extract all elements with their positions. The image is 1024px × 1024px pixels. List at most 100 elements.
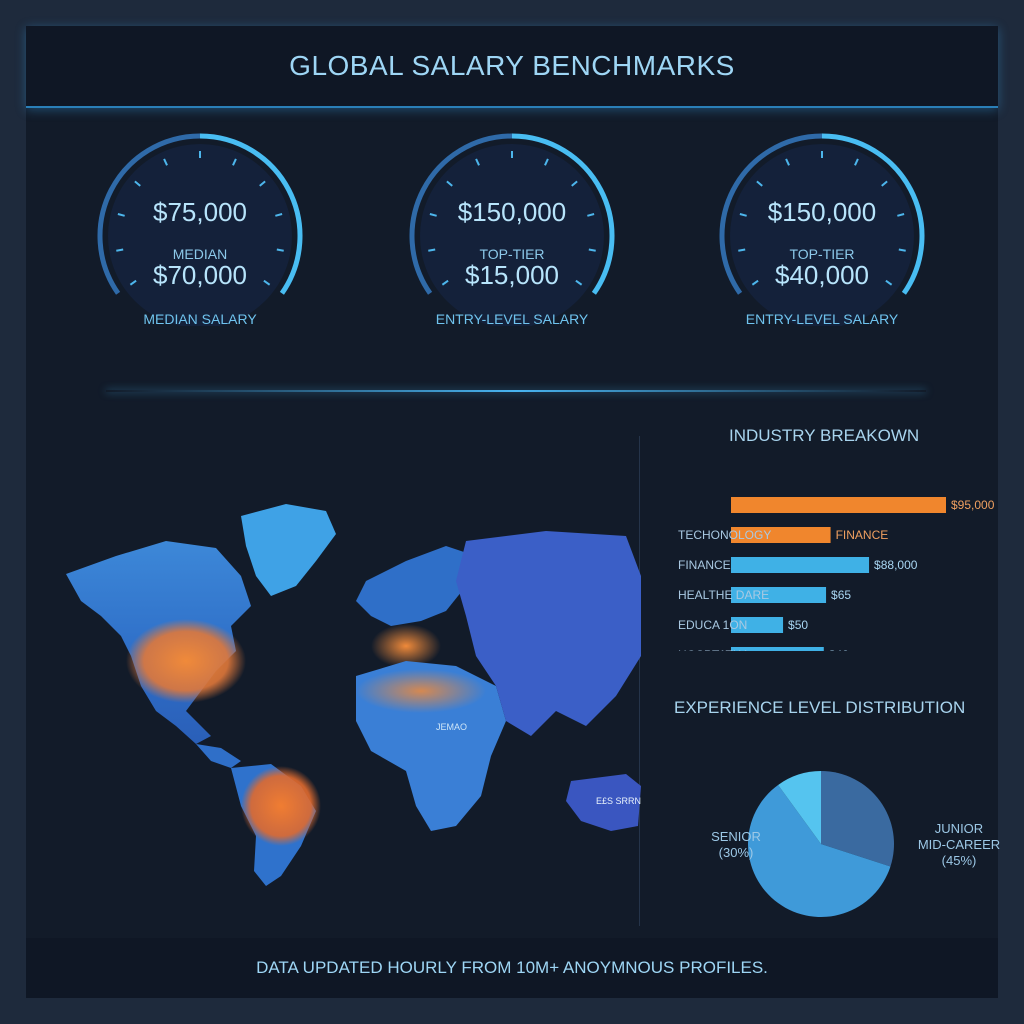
gauge-caption: ENTRY-LEVEL SALARY — [435, 311, 589, 327]
page-title: GLOBAL SALARY BENCHMARKS — [289, 50, 735, 81]
gauge-bottom-value: $15,000 — [465, 260, 559, 290]
map-label-australia: E£S SRRN — [596, 796, 641, 806]
gauge-tick — [276, 248, 284, 252]
gauge-tick — [259, 180, 266, 187]
gauge-tick — [475, 158, 480, 166]
industry-category-label: EDUCA 1ON — [678, 618, 747, 632]
footer-text: DATA UPDATED HOURLY FROM 10M+ ANOYMNOUS … — [256, 958, 768, 977]
europe-shape — [356, 546, 476, 626]
europe-heat — [371, 624, 441, 668]
gauge-top-value: $150,000 — [767, 197, 877, 227]
gauge-median: $75,000 MEDIAN $70,000 MEDIAN SALARY — [90, 126, 310, 341]
industry-bar-group: $95,000 — [731, 497, 995, 513]
gauge-tick — [116, 248, 124, 252]
gauge-tick — [232, 158, 237, 166]
industry-bar-group: FINANCE $88,000 — [678, 557, 918, 573]
industry-value-label: $95,000 — [951, 498, 995, 512]
gauge-tick — [898, 248, 906, 252]
gauge-tick — [163, 158, 168, 166]
gauge-caption: ENTRY-LEVEL SALARY — [745, 311, 899, 327]
industry-bar-group: HEALTHE DARE $65 — [678, 587, 851, 603]
industry-bar — [731, 527, 831, 543]
gauge-tick — [129, 279, 137, 286]
gauge-tick — [587, 213, 595, 217]
gauge-arc-track — [97, 133, 201, 295]
industry-category-label: TECHONOLOGY — [678, 528, 771, 542]
australia-shape — [566, 774, 641, 831]
gauge-face — [108, 144, 292, 326]
gauge-tick — [575, 279, 583, 286]
gauge-tick — [441, 279, 449, 286]
gauge-tick — [751, 279, 759, 286]
gauge-tick — [571, 180, 578, 187]
gauge-arc-track — [409, 133, 513, 295]
footer-bar: DATA UPDATED HOURLY FROM 10M+ ANOYMNOUS … — [26, 938, 998, 998]
central-america-shape — [196, 744, 241, 768]
gauge-middle-label: TOP-TIER — [479, 246, 545, 262]
gauge-arc-fill — [199, 133, 303, 295]
industry-bar-group: HOSPTATLY $42з — [678, 647, 855, 651]
dashboard-frame: GLOBAL SALARY BENCHMARKS $75,000 MEDIAN … — [26, 26, 1000, 998]
gauge-tick — [739, 213, 747, 217]
gauge-dial — [719, 133, 925, 326]
industry-bar-group: EDUCA 1ON $50 — [678, 617, 808, 633]
gauge-dial — [97, 133, 303, 326]
bar-chart-svg: $95,000 TECHONOLOGY FINANCE FINANCE $88,000 H… — [678, 497, 995, 651]
gauge-tick — [881, 180, 888, 187]
industry-bar — [731, 497, 946, 513]
section-divider — [106, 390, 926, 392]
gauge-tick — [756, 180, 763, 187]
pie-label-senior: SENIOR (30%) — [701, 829, 771, 861]
africa-heat — [356, 669, 486, 713]
gauge-middle-label: MEDIAN — [172, 246, 228, 262]
pie-label-senior-line2: (30%) — [718, 845, 754, 860]
gauge-tick — [275, 213, 283, 217]
gauge-tick — [854, 158, 859, 166]
industry-bar — [731, 617, 784, 633]
industry-value-label: $65 — [831, 588, 851, 602]
gauge-arc-fill — [821, 133, 925, 295]
pie-label-junior-line2: MID-CAREER — [917, 837, 1001, 852]
gauge-arc-fill — [511, 133, 615, 295]
industry-value-label: FINANCE — [836, 528, 889, 542]
industry-bar — [731, 587, 827, 603]
gauge-tick — [446, 180, 453, 187]
gauge-face — [730, 144, 914, 326]
gauge-tick — [785, 158, 790, 166]
pie-label-junior: JUNIOR MID-CAREER (45%) — [914, 821, 1004, 869]
gauge-tick — [117, 213, 125, 217]
panel-separator — [639, 436, 640, 926]
pie-chart-svg — [748, 771, 894, 917]
gauge-entry-2: $150,000 TOP-TIER $40,000 ENTRY-LEVEL SA… — [712, 126, 932, 341]
gauge-tick — [738, 248, 746, 252]
gauge-dial — [409, 133, 615, 326]
gauge-bottom-value: $70,000 — [153, 260, 247, 290]
gauge-tick — [544, 158, 549, 166]
header-bar: GLOBAL SALARY BENCHMARKS — [26, 26, 998, 108]
pie-slice — [778, 771, 821, 844]
gauge-tick — [885, 279, 893, 286]
industry-bar — [731, 647, 824, 651]
gauge-tick — [897, 213, 905, 217]
industry-value-label: $50 — [788, 618, 808, 632]
pie-label-senior-line1: SENIOR — [711, 829, 761, 844]
gauge-face — [420, 144, 604, 326]
industry-bar-chart: $95,000 TECHONOLOGY FINANCE FINANCE $88,000 H… — [646, 461, 996, 651]
greenland-shape — [241, 504, 336, 596]
map-label-jemao: JEMAO — [436, 722, 467, 732]
gauge-tick — [263, 279, 271, 286]
gauge-tick — [429, 213, 437, 217]
gauge-top-value: $150,000 — [457, 197, 567, 227]
asia-shape — [456, 531, 641, 736]
gauge-tick — [588, 248, 596, 252]
gauge-middle-label: TOP-TIER — [789, 246, 855, 262]
pie-label-junior-line1: JUNIOR — [934, 821, 984, 836]
industry-breakdown-title: INDUSTRY BREAKOWN — [729, 426, 920, 445]
experience-distribution-title: EXPERIENCE LEVEL DISTRIBUTION — [674, 698, 966, 717]
industry-bar — [731, 557, 870, 573]
pie-slice — [821, 771, 894, 867]
gauge-tick — [134, 180, 141, 187]
gauge-caption: MEDIAN SALARY — [143, 311, 257, 327]
gauge-arc-track — [719, 133, 823, 295]
industry-category-label: HOSPTATLY — [678, 648, 747, 651]
